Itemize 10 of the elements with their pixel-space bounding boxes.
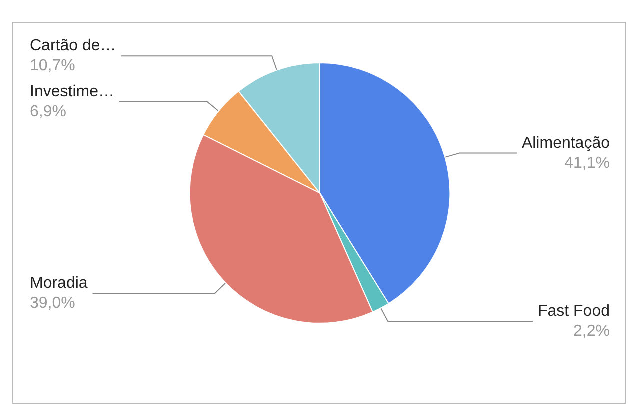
slice-label: Investime… <box>30 83 114 100</box>
slice-label: Fast Food <box>538 302 610 320</box>
slice-label: Alimentação <box>522 134 610 152</box>
data-label: 2,2% <box>574 322 610 340</box>
slice-label: Cartão de… <box>30 38 116 55</box>
data-label: 39,0% <box>30 295 76 312</box>
data-label: 41,1% <box>564 154 610 172</box>
slice-label: Moradia <box>30 275 88 292</box>
data-label: 6,9% <box>30 103 66 120</box>
data-label: 10,7% <box>30 58 76 75</box>
